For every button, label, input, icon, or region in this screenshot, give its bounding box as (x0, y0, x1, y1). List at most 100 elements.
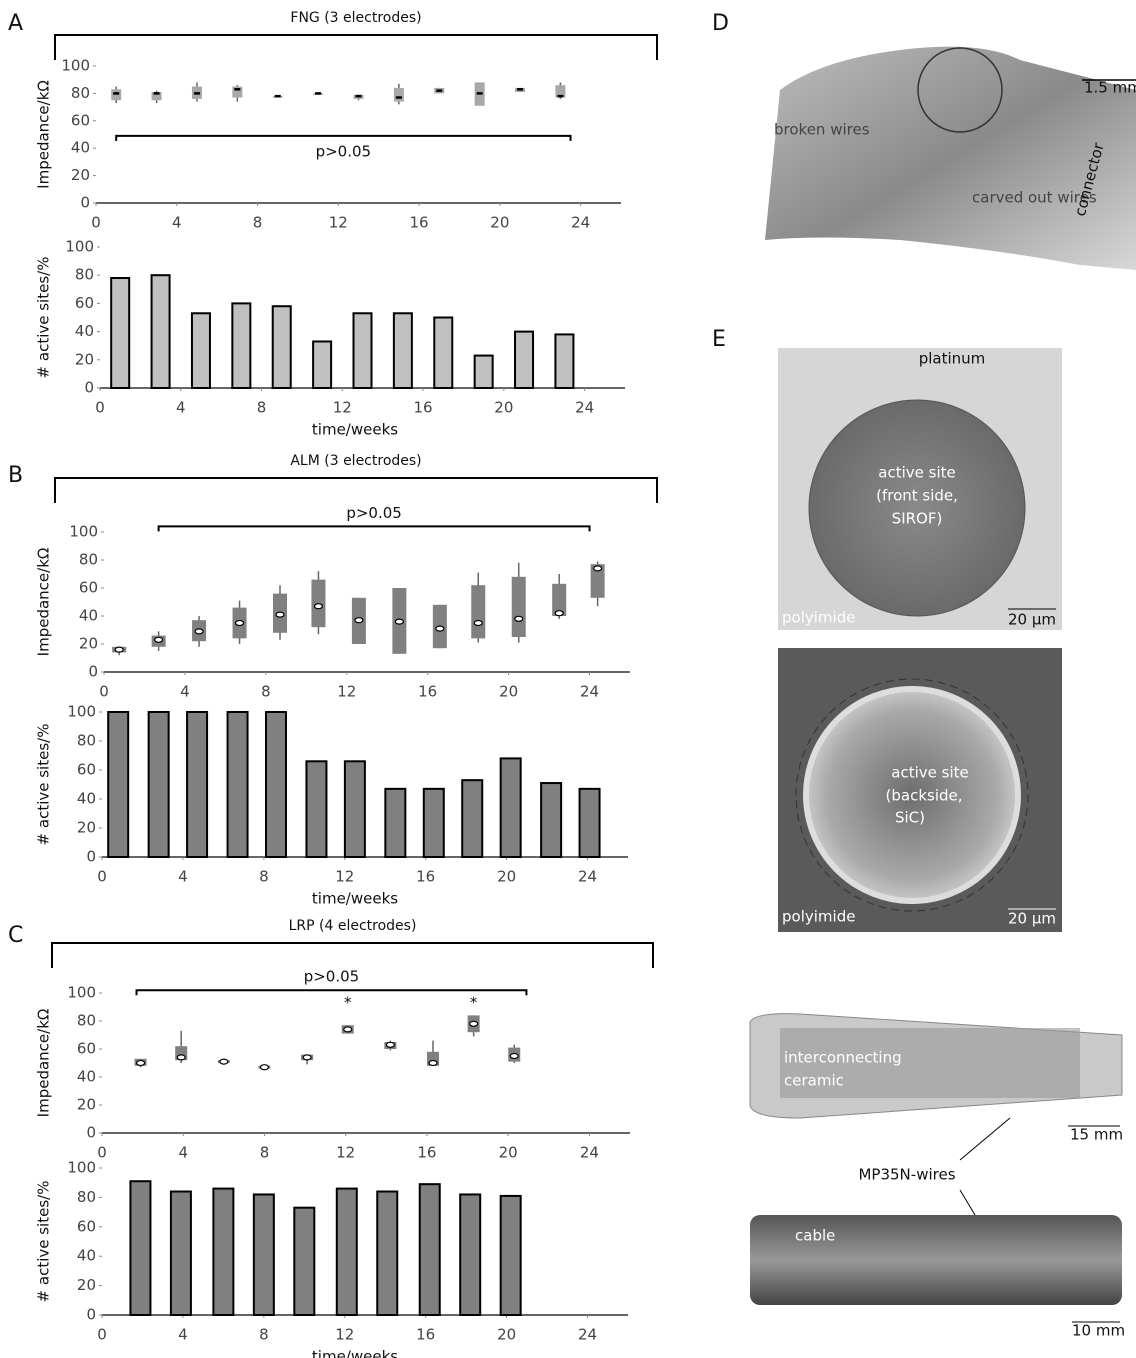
y-axis-label: Impedance/kΩ (35, 1009, 53, 1118)
median (474, 621, 482, 626)
y-tick-label: 80 (71, 84, 90, 102)
bar (192, 313, 210, 388)
bar (187, 712, 207, 857)
photo-ceramic: interconnecting ceramic 15 mm (750, 1014, 1123, 1144)
bar (254, 1194, 274, 1315)
bar (377, 1192, 397, 1315)
median (436, 626, 444, 631)
photo-label: MP35N-wires (858, 1166, 955, 1184)
y-tick-label: 60 (75, 294, 94, 312)
median (515, 616, 523, 621)
x-tick-label: 4 (178, 868, 188, 886)
photo-label: SiC) (895, 809, 925, 827)
panel-label: D (712, 11, 729, 36)
x-tick-label: 0 (91, 214, 101, 232)
y-tick-label: 60 (77, 1040, 96, 1058)
median (260, 1065, 268, 1070)
x-tick-label: 16 (418, 683, 437, 701)
median (115, 647, 123, 652)
bar (580, 789, 600, 857)
x-axis-label: time/weeks (312, 1348, 398, 1358)
x-tick-label: 0 (97, 1326, 107, 1344)
y-tick-label: 0 (86, 1124, 96, 1142)
x-tick-label: 16 (416, 868, 435, 886)
x-tick-label: 12 (329, 214, 348, 232)
y-tick-label: 40 (71, 139, 90, 157)
bar (501, 758, 521, 857)
x-tick-label: 24 (578, 1326, 597, 1344)
scale-label: 1.5 mm (1084, 79, 1136, 97)
y-tick-label: 100 (67, 984, 96, 1002)
median (555, 611, 563, 616)
bar (213, 1189, 233, 1315)
panel-label: B (8, 463, 23, 488)
x-tick-label: 20 (497, 868, 516, 886)
x-tick-label: 24 (578, 868, 597, 886)
x-tick-label: 0 (97, 1144, 107, 1162)
bar (424, 789, 444, 857)
bar (149, 712, 169, 857)
bar (541, 783, 561, 857)
photo-d: 1.5 mm broken wires carved out wires con… (765, 47, 1136, 270)
photo-cable: cable 10 mm (750, 1215, 1125, 1340)
y-tick-label: 0 (86, 1306, 96, 1324)
group-title: FNG (3 electrodes) (290, 10, 421, 26)
bar (460, 1194, 480, 1315)
y-tick-label: 100 (67, 1159, 96, 1177)
photo-label: interconnecting (784, 1049, 902, 1067)
bar (420, 1184, 440, 1315)
median (355, 618, 363, 623)
significance-bar (159, 526, 590, 531)
y-tick-label: 40 (77, 790, 96, 808)
panel-label: A (8, 11, 23, 36)
x-tick-label: 0 (97, 868, 107, 886)
x-tick-label: 20 (499, 683, 518, 701)
box (512, 577, 526, 637)
photo-label: active site (891, 764, 968, 782)
box (471, 585, 485, 638)
x-tick-label: 8 (259, 1326, 269, 1344)
bar (313, 341, 331, 388)
bar (475, 356, 493, 388)
median (155, 637, 163, 642)
median (236, 621, 244, 626)
y-tick-label: 100 (67, 703, 96, 721)
x-tick-label: 16 (417, 1144, 436, 1162)
median (137, 1061, 145, 1066)
photo-label: (backside, (886, 787, 963, 805)
y-axis-label: # active sites/% (35, 257, 53, 379)
y-tick-label: 100 (65, 238, 94, 256)
median (276, 612, 284, 617)
bar (266, 712, 286, 857)
y-tick-label: 60 (71, 111, 90, 129)
significance-label: p>0.05 (304, 968, 360, 986)
y-tick-label: 100 (69, 523, 98, 541)
bar (394, 313, 412, 388)
x-tick-label: 20 (490, 214, 509, 232)
bar (108, 712, 128, 857)
x-tick-label: 16 (416, 1326, 435, 1344)
photo-e-back: active site (backside, SiC) polyimide 20… (778, 648, 1062, 932)
median (195, 629, 203, 634)
median (594, 566, 602, 571)
x-tick-label: 8 (257, 399, 267, 417)
x-tick-label: 8 (261, 683, 271, 701)
y-tick-label: 60 (79, 579, 98, 597)
y-axis-label: Impedance/kΩ (35, 80, 53, 189)
y-tick-label: 20 (75, 350, 94, 368)
x-tick-label: 4 (178, 1144, 188, 1162)
bar (294, 1208, 314, 1315)
significance-label: p>0.05 (316, 142, 372, 160)
bar (228, 712, 248, 857)
y-tick-label: 20 (77, 819, 96, 837)
median (303, 1055, 311, 1060)
x-tick-label: 8 (260, 1144, 270, 1162)
y-tick-label: 40 (77, 1068, 96, 1086)
y-tick-label: 20 (71, 166, 90, 184)
photo-label: polyimide (782, 609, 855, 627)
bar (130, 1181, 150, 1315)
bar (111, 278, 129, 388)
y-axis-label: # active sites/% (35, 724, 53, 846)
group-title: ALM (3 electrodes) (290, 453, 421, 469)
x-tick-label: 8 (259, 868, 269, 886)
